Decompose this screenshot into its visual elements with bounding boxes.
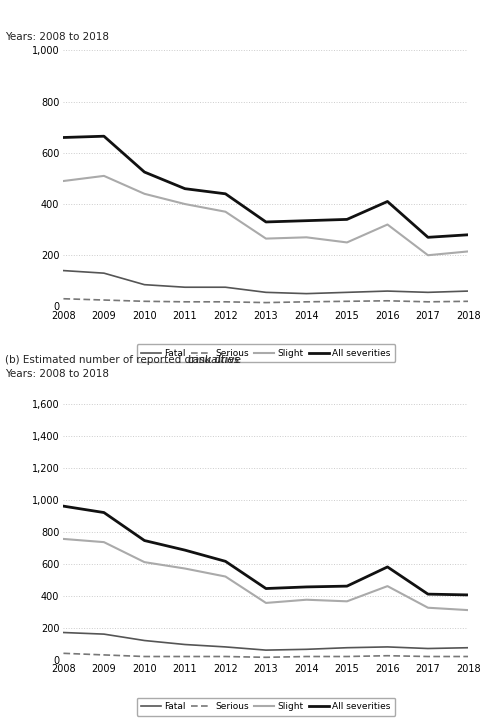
- Text: Years: 2008 to 2018: Years: 2008 to 2018: [5, 32, 109, 43]
- Text: casualties: casualties: [188, 355, 240, 365]
- Legend: Fatal, Serious, Slight, All severities: Fatal, Serious, Slight, All severities: [137, 697, 395, 715]
- Text: (b) Estimated number of reported drink drive: (b) Estimated number of reported drink d…: [5, 355, 244, 365]
- Legend: Fatal, Serious, Slight, All severities: Fatal, Serious, Slight, All severities: [137, 344, 395, 362]
- Text: Years: 2008 to 2018: Years: 2008 to 2018: [5, 369, 109, 379]
